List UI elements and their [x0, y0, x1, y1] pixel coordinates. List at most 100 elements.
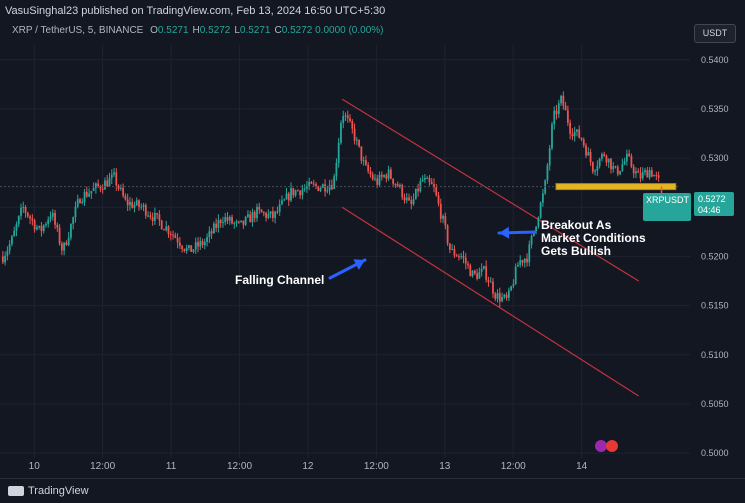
- ohlc-value: 0.5272: [281, 25, 313, 36]
- candle-body: [455, 255, 458, 257]
- candle-body: [414, 188, 417, 200]
- candle-body: [135, 200, 138, 205]
- candle-body: [276, 211, 279, 213]
- candle-body: [439, 203, 442, 219]
- candle-body: [612, 166, 615, 170]
- candle-body: [546, 165, 549, 181]
- time-tick-label: 12:00: [227, 461, 252, 472]
- candle-body: [231, 216, 233, 224]
- candle-body: [122, 187, 125, 196]
- candle-body: [605, 155, 608, 163]
- candle-body: [47, 219, 50, 224]
- candle-body: [367, 164, 370, 172]
- candle-body: [564, 105, 567, 111]
- candle-body: [401, 184, 404, 198]
- candle-body: [58, 227, 61, 244]
- tradingview-logo[interactable]: TradingView: [8, 485, 89, 497]
- flag-icon: [606, 440, 618, 452]
- annotation-arrows: [328, 226, 537, 280]
- candle-body: [399, 184, 401, 187]
- candle-body: [140, 206, 143, 208]
- candle-body: [453, 248, 456, 256]
- candle-body: [569, 122, 572, 134]
- candle-body: [585, 145, 587, 156]
- candle-body: [389, 169, 392, 179]
- candle-body: [212, 223, 215, 234]
- candle-body: [117, 185, 120, 189]
- channel-lower-line: [341, 206, 639, 397]
- candle-body: [312, 183, 315, 185]
- time-tick-label: 11: [166, 461, 177, 472]
- candle-body: [321, 184, 324, 188]
- candle-body: [653, 175, 655, 177]
- candle-body: [281, 200, 283, 205]
- footer: TradingView: [0, 478, 745, 503]
- candle-body: [349, 118, 351, 121]
- candle-body: [362, 160, 365, 162]
- candle-body: [650, 170, 653, 177]
- candle-body: [492, 281, 494, 294]
- candle-body: [358, 139, 361, 147]
- candle-body: [469, 265, 472, 277]
- time-tick-label: 12:00: [501, 461, 526, 472]
- price-tick-label: 0.5100: [701, 350, 729, 360]
- candle-body: [542, 193, 544, 203]
- candle-body: [113, 172, 115, 175]
- candle-body: [45, 223, 47, 226]
- currency-button[interactable]: USDT: [694, 24, 736, 43]
- candle-body: [478, 271, 481, 279]
- candle-body: [442, 215, 444, 219]
- candle-body: [262, 212, 265, 214]
- candle-body: [144, 205, 147, 216]
- publisher-line: VasuSinghal23 published on TradingView.c…: [5, 5, 386, 17]
- candle-body: [596, 166, 599, 171]
- candle-body: [582, 139, 585, 146]
- candle-body: [203, 242, 206, 246]
- candle-body: [353, 128, 356, 141]
- top-bar: VasuSinghal23 published on TradingView.c…: [0, 0, 745, 20]
- candle-body: [169, 233, 172, 235]
- candle-body: [333, 176, 336, 190]
- candle-body: [494, 293, 497, 299]
- candle-body: [326, 190, 329, 192]
- last-price-symbol: XRPUSDT: [646, 195, 690, 205]
- candle-body: [315, 184, 317, 187]
- candle-body: [589, 152, 592, 163]
- candle-body: [601, 154, 603, 159]
- candle-body: [607, 158, 610, 163]
- candle-body: [639, 172, 642, 179]
- candle-body: [342, 115, 345, 124]
- candle-body: [387, 169, 390, 179]
- candle-body: [578, 129, 581, 138]
- candle-body: [126, 199, 129, 206]
- candle-body: [201, 241, 204, 246]
- candle-body: [519, 260, 522, 265]
- candle-body: [26, 212, 29, 217]
- candle-body: [560, 95, 562, 104]
- candle-body: [528, 244, 531, 263]
- candle-body: [512, 284, 515, 287]
- candle-body: [306, 186, 308, 189]
- candle-body: [228, 216, 231, 221]
- last-price-symbol-tag: [643, 193, 691, 221]
- ohlc-key: L: [234, 25, 240, 36]
- candle-body: [430, 182, 433, 185]
- candle-body: [340, 123, 342, 143]
- last-price-box: [694, 192, 734, 216]
- candle-body: [267, 214, 270, 218]
- candle-body: [269, 211, 272, 215]
- symbol-legend[interactable]: XRP / TetherUS, 5, BINANCE O0.5271 H0.527…: [12, 25, 384, 36]
- candle-body: [424, 178, 426, 180]
- candle-body: [6, 250, 9, 256]
- candle-body: [54, 212, 56, 225]
- breakout-label-line-1: Breakout As: [541, 218, 612, 232]
- candle-body: [110, 174, 113, 179]
- ohlc-key: O: [150, 25, 158, 36]
- candle-body: [464, 257, 467, 264]
- candle-body: [635, 171, 637, 174]
- candle-body: [244, 216, 247, 225]
- candle-body: [555, 110, 558, 115]
- candle-body: [562, 95, 565, 106]
- candle-body: [124, 195, 127, 200]
